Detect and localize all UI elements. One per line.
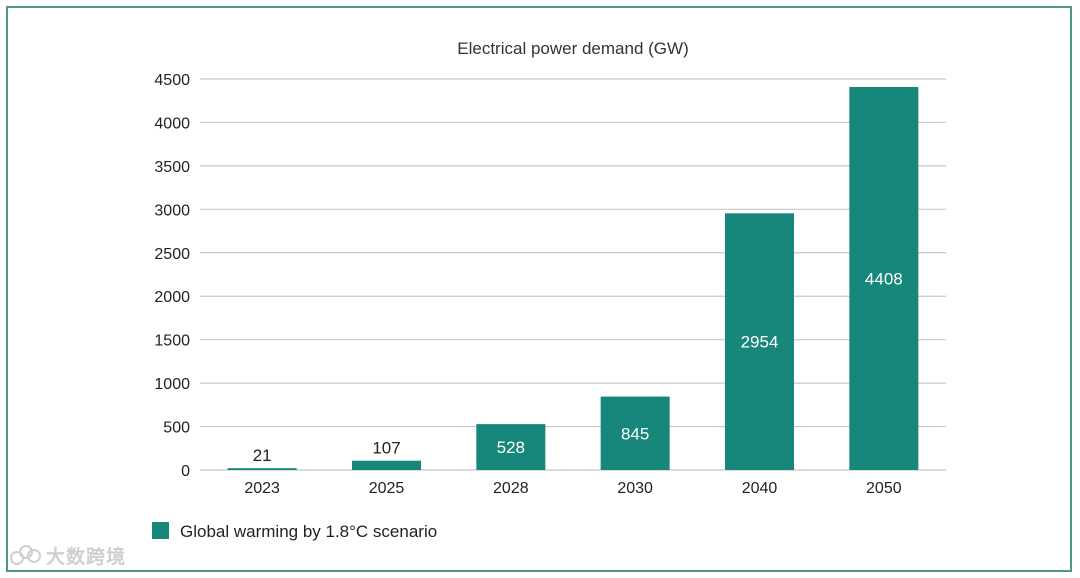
- y-tick-label: 2500: [154, 246, 190, 263]
- bar-2030: [600, 396, 670, 470]
- bar-2028: [476, 424, 546, 470]
- x-tick-label: 2023: [244, 480, 280, 497]
- data-label-2028: 528: [497, 438, 525, 457]
- x-tick-label: 2025: [369, 480, 405, 497]
- x-tick-label: 2030: [617, 480, 653, 497]
- watermark-logo-icon: [10, 544, 41, 567]
- y-tick-label: 4500: [154, 72, 190, 89]
- y-tick-label: 2000: [154, 289, 190, 306]
- bar-2025: [352, 460, 421, 470]
- y-tick-label: 4000: [154, 115, 190, 132]
- x-tick-label: 2050: [866, 480, 902, 497]
- grid-lines: [200, 78, 946, 471]
- watermark-text: 大数跨境: [46, 546, 127, 568]
- x-axis-ticks: 2023 2025 2028 2030 2040 2050: [244, 480, 901, 497]
- y-axis-ticks: 0 500 1000 1500 2000 2500 3000 3500 4000 4500: [154, 72, 190, 480]
- data-label-2025: 107: [372, 439, 400, 458]
- y-tick-label: 1500: [154, 333, 190, 350]
- bar-2040: [725, 213, 794, 471]
- legend: Global warming by 1.8°C scenario: [152, 522, 437, 541]
- data-label-2050: 4408: [865, 269, 903, 288]
- data-labels: 21 107 528 845 2954 4408: [253, 269, 903, 465]
- data-label-2040: 2954: [741, 333, 779, 352]
- y-tick-label: 3000: [154, 202, 190, 219]
- data-label-2030: 845: [621, 424, 649, 443]
- legend-label: Global warming by 1.8°C scenario: [180, 522, 437, 541]
- watermark: 大数跨境: [10, 542, 126, 569]
- y-tick-label: 0: [181, 463, 190, 480]
- bar-2050: [849, 86, 919, 470]
- x-tick-label: 2040: [742, 480, 778, 497]
- legend-swatch: [152, 522, 169, 539]
- bar-2023: [227, 468, 297, 470]
- y-tick-label: 3500: [154, 159, 190, 176]
- chart-title: Electrical power demand (GW): [457, 39, 688, 58]
- y-tick-label: 1000: [154, 376, 190, 393]
- data-label-2023: 21: [253, 446, 272, 465]
- x-tick-label: 2028: [493, 480, 529, 497]
- bars: [227, 86, 919, 471]
- y-tick-label: 500: [163, 420, 190, 437]
